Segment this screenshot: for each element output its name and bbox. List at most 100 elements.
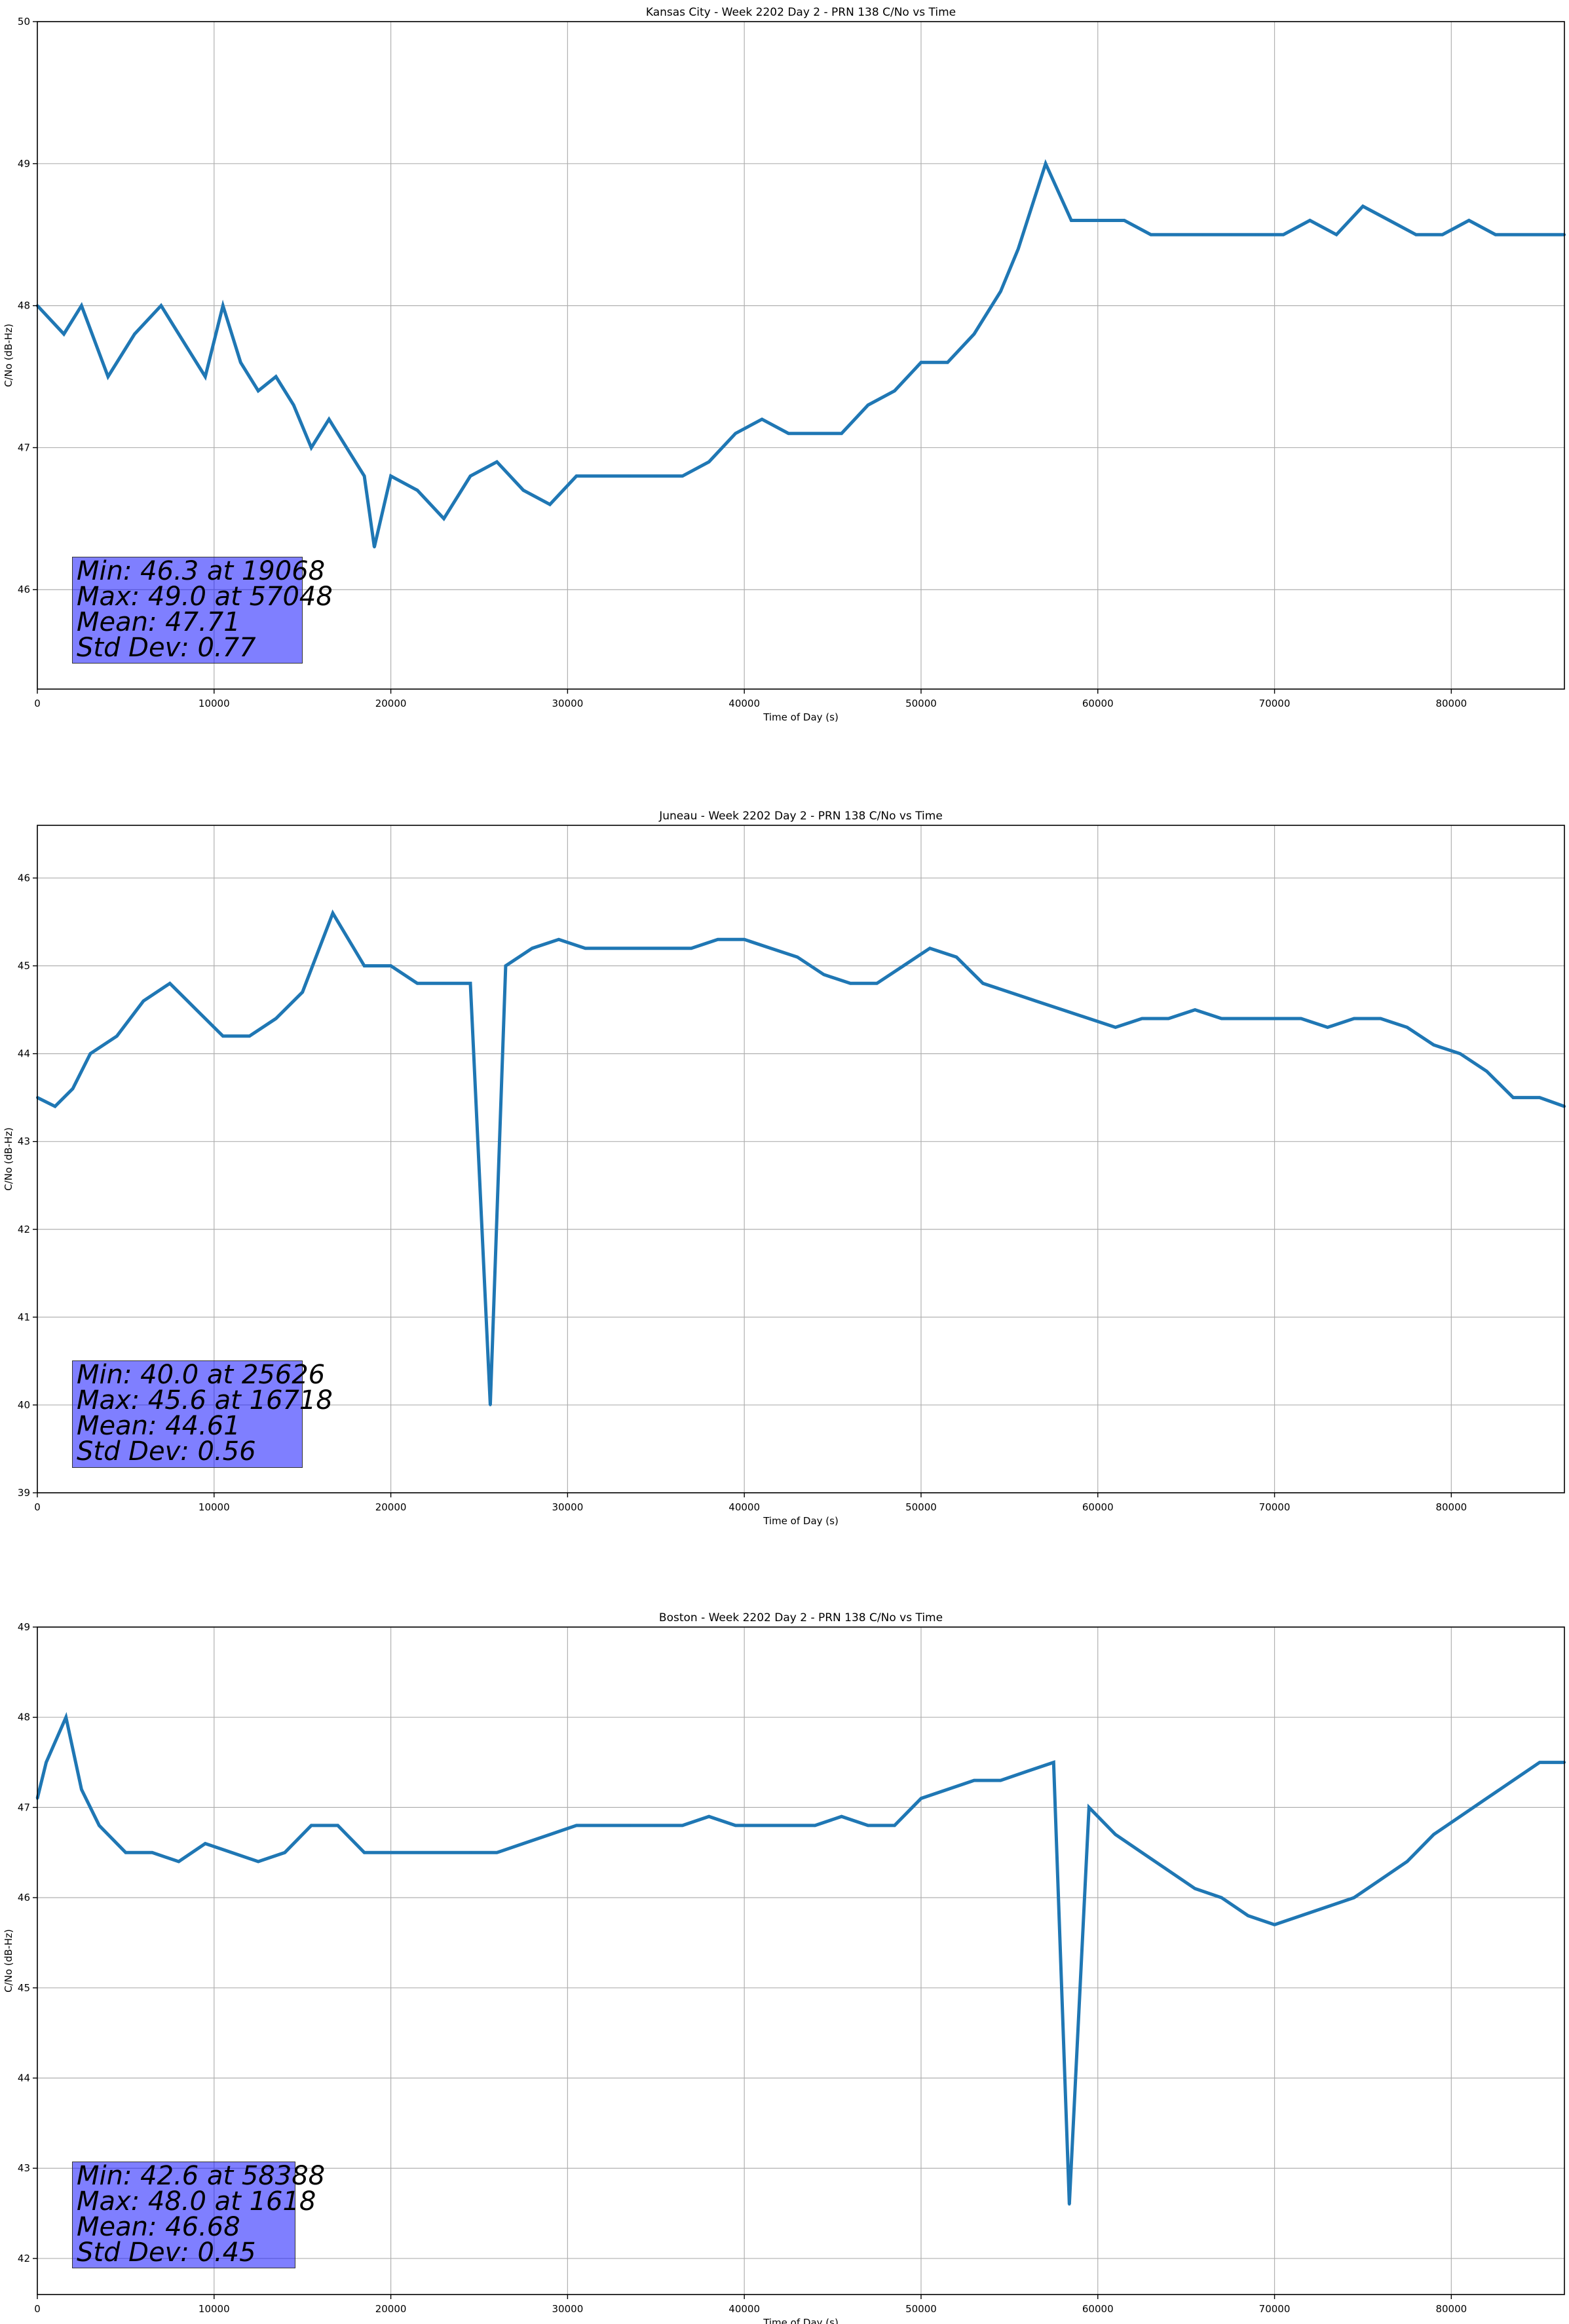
- y-tick-label: 50: [18, 16, 30, 28]
- data-point: [468, 474, 472, 478]
- stats-line: Mean: 46.68: [77, 2212, 240, 2242]
- data-point: [1379, 1878, 1382, 1881]
- stats-line: Max: 49.0 at 57048: [77, 582, 333, 612]
- y-tick-label: 45: [18, 960, 30, 972]
- x-tick-label: 40000: [728, 698, 760, 709]
- data-point: [1194, 1887, 1197, 1890]
- data-point: [504, 964, 507, 967]
- data-point: [151, 1851, 154, 1854]
- data-point: [1379, 1017, 1382, 1020]
- y-tick-label: 41: [18, 1311, 30, 1323]
- data-point: [1141, 1017, 1144, 1020]
- data-point: [521, 1842, 525, 1845]
- data-point: [283, 1851, 286, 1854]
- data-point: [310, 446, 313, 449]
- data-point: [1034, 1000, 1038, 1003]
- x-tick-label: 70000: [1259, 1501, 1291, 1513]
- chart-panel-1: 0 10000 20000 30000 40000 50000 60000 70000 8000…: [3, 6, 1566, 723]
- data-point: [654, 474, 658, 478]
- data-point: [345, 446, 349, 449]
- data-point: [230, 1851, 233, 1854]
- data-point: [557, 938, 560, 941]
- data-point: [867, 1824, 870, 1827]
- data-point: [928, 946, 932, 950]
- data-point: [1521, 233, 1524, 236]
- data-point: [637, 946, 640, 950]
- data-point: [628, 1824, 631, 1827]
- stats-box: Min: 40.0 at 25626 Max: 45.6 at 16718 Mean…: [72, 1360, 333, 1468]
- x-tick-label: 30000: [552, 1501, 584, 1513]
- y-tick-label: 47: [18, 441, 30, 453]
- data-point: [1229, 233, 1232, 236]
- y-axis-label: C/No (dB-Hz): [3, 1127, 14, 1191]
- data-point: [1326, 1026, 1329, 1029]
- data-point: [814, 1824, 817, 1827]
- data-point: [901, 964, 905, 967]
- data-point: [416, 982, 419, 985]
- data-point: [716, 938, 719, 941]
- series-line: [35, 1712, 1564, 2205]
- x-tick-label: 70000: [1259, 2303, 1291, 2315]
- data-point: [1458, 1815, 1462, 1818]
- x-tick-label: 10000: [198, 698, 230, 709]
- data-point: [1087, 1017, 1091, 1020]
- data-point: [195, 1008, 198, 1011]
- data-point: [389, 964, 392, 967]
- data-point: [221, 1034, 225, 1038]
- y-axis-label: C/No (dB-Hz): [3, 324, 14, 387]
- data-point: [495, 1851, 499, 1854]
- data-point: [1388, 219, 1391, 222]
- data-point: [1467, 219, 1471, 222]
- x-tick-label: 10000: [198, 1501, 230, 1513]
- stats-line: Std Dev: 0.45: [77, 2238, 256, 2268]
- y-tick-label: 49: [18, 158, 30, 170]
- data-point: [1273, 1923, 1276, 1926]
- data-point: [999, 290, 1002, 293]
- data-point: [1326, 1905, 1329, 1908]
- data-point: [734, 1824, 737, 1827]
- data-point: [363, 1851, 366, 1854]
- x-tick-label: 60000: [1082, 2303, 1114, 2315]
- data-point: [1352, 1896, 1355, 1900]
- data-point: [1068, 2203, 1071, 2206]
- data-point: [1052, 1761, 1055, 1764]
- data-point: [177, 1860, 180, 1864]
- data-point: [946, 1788, 949, 1791]
- data-point: [1008, 990, 1011, 994]
- x-tick-label: 50000: [905, 2303, 937, 2315]
- x-tick-label: 20000: [375, 698, 407, 709]
- data-point: [628, 474, 631, 478]
- data-point: [840, 1815, 843, 1818]
- data-point: [331, 912, 335, 915]
- data-point: [893, 389, 896, 392]
- x-tick-label: 70000: [1259, 698, 1291, 709]
- y-tick-label: 48: [18, 1712, 30, 1723]
- data-point: [681, 474, 684, 478]
- stats-line: Mean: 44.61: [77, 1411, 240, 1441]
- data-point: [548, 1833, 552, 1836]
- x-tick-label: 20000: [375, 2303, 407, 2315]
- data-point: [548, 503, 552, 506]
- data-point: [1547, 233, 1550, 236]
- stats-line: Min: 42.6 at 58388: [77, 2161, 326, 2191]
- y-tick-label: 48: [18, 300, 30, 312]
- x-tick-label: 30000: [552, 2303, 584, 2315]
- x-tick-label: 80000: [1435, 698, 1467, 709]
- x-tick-label: 40000: [728, 2303, 760, 2315]
- data-point: [442, 1851, 445, 1854]
- x-axis-label: Time of Day (s): [763, 711, 839, 723]
- data-point: [1141, 1851, 1144, 1854]
- data-point: [1114, 1026, 1117, 1029]
- data-point: [133, 332, 136, 335]
- data-point: [53, 1105, 56, 1108]
- data-point: [416, 489, 419, 492]
- data-point: [1247, 1914, 1250, 1917]
- data-point: [946, 361, 949, 364]
- x-tick-label: 50000: [905, 698, 937, 709]
- data-point: [796, 956, 799, 959]
- data-point: [389, 1851, 392, 1854]
- y-tick-label: 42: [18, 1224, 30, 1235]
- y-tick-label: 40: [18, 1399, 30, 1411]
- data-point: [124, 1851, 127, 1854]
- data-point: [1441, 233, 1444, 236]
